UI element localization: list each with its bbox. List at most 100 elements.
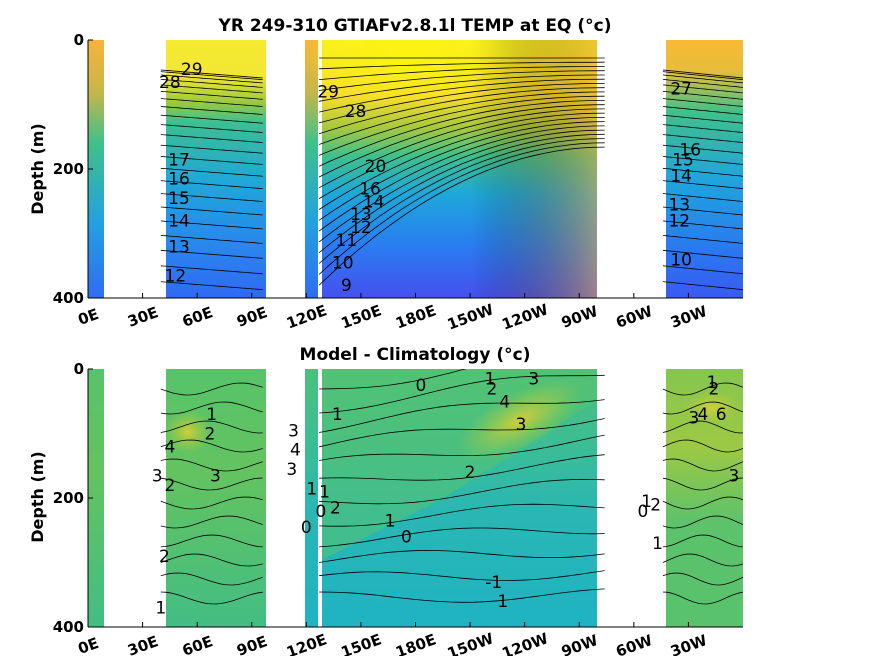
bottom-contour-label: 3 — [516, 415, 527, 435]
bottom-contour-line — [160, 439, 263, 453]
bottom-contour-label: 3 — [286, 460, 297, 480]
bottom-contour-line — [662, 477, 743, 491]
top-contour-line — [662, 74, 743, 84]
bottom-contour-line — [319, 454, 605, 481]
top-contour-line — [319, 74, 605, 102]
top-contour-lines — [160, 57, 743, 290]
bottom-contour-label: 1 — [641, 492, 652, 512]
bottom-x-tick-label: 60W — [614, 631, 656, 656]
top-contour-label: 15 — [672, 150, 694, 170]
top-contour-line — [662, 281, 743, 290]
top-contour-line — [662, 124, 743, 133]
top-contour-line — [318, 117, 605, 210]
top-x-tick-label: 150E — [339, 301, 384, 332]
top-contour-line — [160, 220, 263, 230]
top-y-tick-label: 0 — [74, 31, 84, 49]
bottom-contour-label: 3 — [688, 408, 699, 428]
top-chart-title: YR 249-310 GTIAFv2.8.1l TEMP at EQ (°c) — [218, 16, 612, 36]
top-contour-line — [318, 91, 605, 145]
top-contour-line — [160, 156, 263, 165]
top-contour-line — [662, 249, 743, 259]
top-contour-line — [160, 281, 263, 290]
bottom-contour-line — [160, 515, 263, 529]
top-contour-line — [319, 70, 605, 91]
top-contour-line — [160, 124, 263, 133]
top-contour-line — [318, 142, 605, 275]
bottom-contour-label: 1 — [306, 479, 317, 499]
bottom-contour-label: 0 — [301, 518, 312, 538]
top-contour-label: 13 — [168, 237, 190, 257]
top-contour-line — [160, 167, 263, 177]
bottom-chart-title: Model - Climatology (°c) — [300, 345, 531, 365]
bottom-contour-label: 4 — [499, 392, 510, 412]
bottom-contour-line — [319, 374, 605, 414]
top-contour-line — [319, 61, 605, 70]
bottom-indian-hotspot — [164, 410, 212, 454]
bottom-contour-label: 1 — [155, 599, 166, 619]
bottom-contour-label: 1 — [485, 370, 496, 390]
top-contour-line — [662, 106, 743, 115]
bottom-contour-line — [319, 503, 605, 527]
bottom-heatmap — [88, 369, 743, 627]
bottom-contour-label: 2 — [650, 495, 661, 515]
bottom-contour-label: 1 — [707, 373, 718, 393]
top-contour-line — [662, 114, 743, 124]
bottom-x-tick-label: 120W — [499, 629, 551, 656]
bottom-contour-label: 2 — [159, 547, 170, 567]
bottom-pacific-hotspot — [456, 378, 584, 462]
bottom-contour-label: 1 — [385, 512, 396, 532]
bottom-contour-label: -1 — [485, 573, 502, 593]
bottom-x-tick-label: 150W — [445, 629, 497, 656]
top-contour-label: 14 — [670, 166, 692, 186]
top-x-tick-label: 180E — [393, 301, 438, 332]
top-contour-line — [160, 193, 263, 202]
bottom-contour-line — [319, 434, 605, 461]
bottom-x-tick-label: 90W — [559, 631, 601, 656]
top-contour-line — [160, 74, 263, 84]
bottom-contour-label: 0 — [638, 502, 649, 522]
top-contour-label: 17 — [168, 150, 190, 170]
top-contour-line — [160, 265, 263, 275]
bottom-x-tick-label: 150E — [339, 630, 384, 656]
top-contour-label: 13 — [668, 195, 690, 215]
bottom-y-tick-label: 200 — [53, 489, 84, 507]
top-contour-label: 9 — [341, 276, 352, 296]
top-contour-label: 11 — [336, 231, 358, 251]
top-field-west-edge — [88, 40, 104, 298]
top-contour-line — [318, 121, 605, 221]
top-contour-line — [662, 134, 743, 143]
bottom-contour-label: 4 — [290, 441, 301, 461]
top-x-tick-label: 120E — [284, 301, 329, 332]
top-contour-line — [662, 235, 743, 244]
bottom-y-tick-label: 400 — [53, 618, 84, 636]
top-contour-line — [662, 265, 743, 275]
bottom-contour-line — [319, 478, 605, 505]
top-y-tick-label: 200 — [53, 160, 84, 178]
top-contour-label: 16 — [168, 170, 190, 190]
top-contour-label: 15 — [168, 189, 190, 209]
bottom-contour-line — [160, 420, 263, 434]
bottom-contour-line — [662, 515, 743, 529]
top-contour-line — [318, 112, 605, 199]
bottom-contour-label: 1 — [332, 405, 343, 425]
top-field-maritime — [305, 40, 318, 298]
top-contour-line — [160, 90, 263, 100]
top-x-tick-label: 30W — [668, 302, 710, 332]
bottom-x-tick-label: 180E — [393, 630, 438, 656]
top-contour-line — [160, 69, 263, 79]
bottom-contour-line — [319, 399, 605, 433]
top-contour-line — [160, 79, 263, 88]
bottom-atlantic-hotspot — [682, 390, 742, 426]
bottom-contour-line — [160, 591, 263, 605]
bottom-contour-label: 2 — [708, 379, 719, 399]
top-contour-line — [160, 144, 263, 154]
top-contour-label: 10 — [670, 250, 692, 270]
bottom-contour-line — [662, 572, 743, 586]
top-contour-label: 14 — [168, 212, 190, 232]
top-x-tick-label: 120W — [499, 300, 551, 333]
top-contour-label: 16 — [679, 141, 701, 161]
top-field-atlantic — [666, 40, 743, 298]
bottom-y-tick-label: 0 — [74, 360, 84, 378]
top-x-tick-label: 90E — [234, 303, 269, 331]
top-contour-label: 10 — [332, 254, 354, 274]
